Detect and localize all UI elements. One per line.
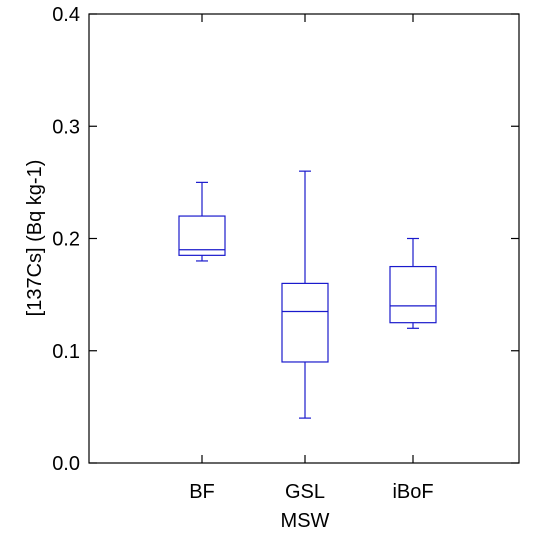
x-axis: BF GSL iBoF [189, 14, 434, 503]
x-category-label: GSL [285, 481, 325, 503]
y-tick-label: 0.2 [52, 229, 80, 251]
y-axis: 0.0 0.1 0.2 0.3 0.4 [52, 4, 519, 475]
x-axis-title: MSW [281, 510, 330, 532]
x-category-label: iBoF [392, 481, 433, 503]
box-gsl [281, 170, 329, 419]
box-ibof [389, 237, 437, 329]
iqr-box [178, 215, 226, 256]
y-tick-label: 0.1 [52, 341, 80, 363]
y-axis-title: [137Cs] (Bq kg-1) [24, 160, 46, 317]
y-tick-label: 0.4 [52, 4, 80, 26]
x-category-label: BF [189, 481, 215, 503]
iqr-box [389, 265, 437, 324]
box-bf [178, 181, 226, 262]
boxes [178, 170, 437, 419]
y-tick-label: 0.0 [52, 453, 80, 475]
iqr-box [281, 282, 329, 363]
plot-frame [88, 13, 520, 464]
y-tick-label: 0.3 [52, 116, 80, 138]
